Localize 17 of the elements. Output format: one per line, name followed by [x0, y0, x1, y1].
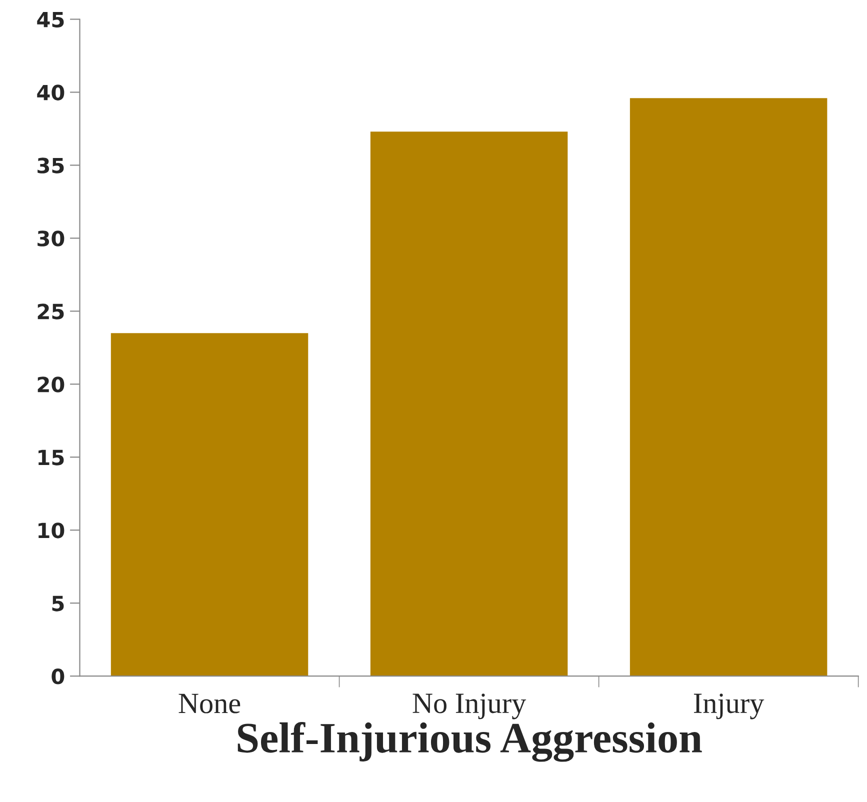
x-tick-label: Injury — [694, 694, 764, 720]
y-tick-label: 45 — [37, 12, 64, 28]
bar — [630, 98, 828, 676]
y-tick-label: 30 — [38, 230, 64, 246]
x-axis-title: Self-Injurious Aggression — [238, 722, 702, 762]
x-tick-label: No Injury — [412, 694, 526, 720]
y-tick-label: 0 — [52, 668, 64, 684]
bar — [370, 132, 568, 676]
y-tick-label: 25 — [38, 304, 64, 320]
y-tick-label: 15 — [38, 450, 64, 466]
y-tick-label: 5 — [52, 596, 64, 612]
y-tick-label: 40 — [37, 84, 64, 100]
x-tick-label: None — [178, 694, 240, 714]
y-tick-label: 20 — [38, 376, 64, 392]
y-tick-label: 10 — [38, 522, 64, 538]
y-tick-label: 35 — [38, 158, 64, 174]
bar — [110, 333, 308, 676]
